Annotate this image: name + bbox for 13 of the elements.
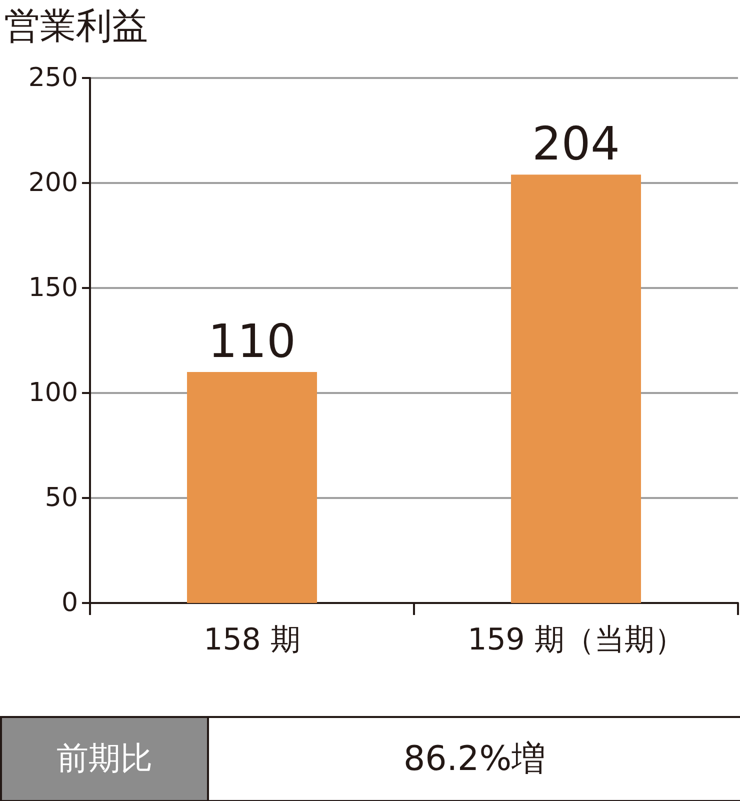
chart-title: 営業利益	[4, 5, 148, 49]
y-tick-label: 250	[28, 63, 78, 93]
y-tick-label: 200	[28, 168, 78, 198]
x-tick-label: 158 期	[204, 622, 300, 658]
y-tick-label: 0	[61, 588, 78, 618]
text: 86.2%増	[402, 738, 546, 781]
x-tick-label: 159 期（当期）	[468, 622, 684, 658]
text: 前期比	[2, 718, 209, 800]
data-label: 110	[208, 314, 296, 368]
y-tick-label: 100	[28, 378, 78, 408]
y-tick-label: 50	[44, 483, 78, 513]
y-tick-label: 150	[28, 273, 78, 303]
data-label: 204	[532, 116, 620, 171]
